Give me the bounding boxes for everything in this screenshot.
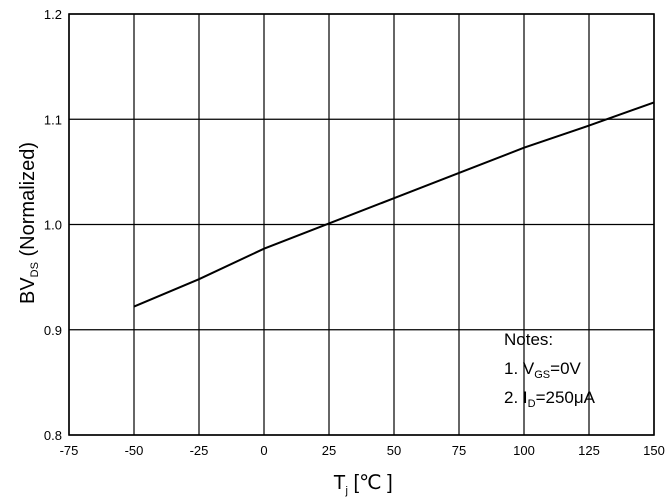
x-tick-label: -75: [60, 443, 79, 458]
y-tick-label: 1.0: [44, 218, 62, 233]
notes-box: Notes: 1. VGS=0V 2. ID=250μA: [504, 330, 596, 410]
x-tick-label: 75: [452, 443, 466, 458]
x-tick-label: 100: [513, 443, 535, 458]
x-tick-label: 0: [260, 443, 267, 458]
y-tick-labels: 0.8 0.9 1.0 1.1 1.2: [44, 7, 62, 443]
x-tick-label: -25: [190, 443, 209, 458]
notes-line-2: 2. ID=250μA: [504, 388, 596, 410]
y-tick-label: 0.9: [44, 323, 62, 338]
notes-title: Notes:: [504, 330, 553, 349]
x-tick-label: -50: [125, 443, 144, 458]
x-tick-label: 150: [643, 443, 665, 458]
x-tick-label: 50: [387, 443, 401, 458]
x-tick-label: 25: [322, 443, 336, 458]
x-tick-labels: -75 -50 -25 0 25 50 75 100 125 150: [60, 443, 665, 458]
y-axis-label: BVDS (Normalized): [17, 142, 41, 304]
y-tick-label: 1.2: [44, 7, 62, 22]
x-axis-label: Tj [℃ ]: [333, 472, 392, 497]
x-tick-label: 125: [578, 443, 600, 458]
y-tick-label: 0.8: [44, 428, 62, 443]
y-tick-label: 1.1: [44, 112, 62, 127]
notes-line-1: 1. VGS=0V: [504, 359, 582, 381]
